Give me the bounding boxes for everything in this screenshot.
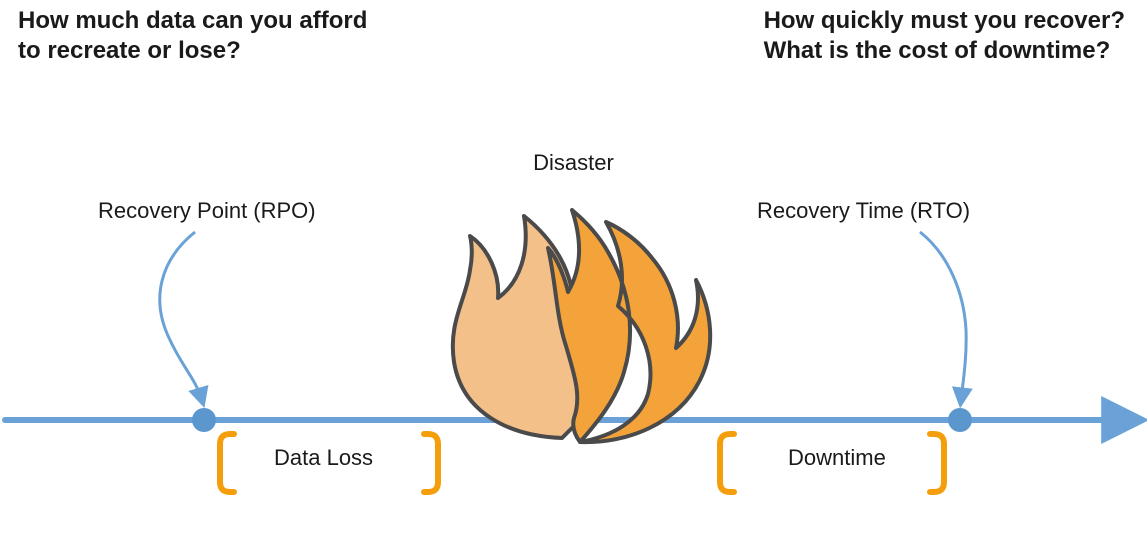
downtime-bracket-left <box>720 434 734 492</box>
question-right: How quickly must you recover? What is th… <box>764 6 1125 66</box>
question-right-line2: What is the cost of downtime? <box>764 37 1111 64</box>
data-loss-label: Data Loss <box>274 445 373 471</box>
question-left-line1: How much data can you afford <box>18 7 367 34</box>
rto-pointer-arrow <box>920 232 966 400</box>
question-right-line1: How quickly must you recover? <box>764 7 1125 34</box>
flame-front <box>548 210 710 442</box>
rpo-pointer-arrow <box>160 232 202 400</box>
flame-back <box>453 216 622 438</box>
rpo-point <box>192 408 216 432</box>
rto-point <box>948 408 972 432</box>
data-loss-bracket-right <box>424 434 438 492</box>
data-loss-bracket-left <box>220 434 234 492</box>
rpo-rto-diagram: How much data can you afford to recreate… <box>0 0 1147 553</box>
rpo-label: Recovery Point (RPO) <box>98 198 316 224</box>
question-left: How much data can you afford to recreate… <box>18 6 367 66</box>
question-left-line2: to recreate or lose? <box>18 37 241 64</box>
fire-icon <box>453 210 710 442</box>
rto-label: Recovery Time (RTO) <box>757 198 970 224</box>
diagram-svg <box>0 0 1147 553</box>
downtime-bracket-right <box>930 434 944 492</box>
downtime-label: Downtime <box>788 445 886 471</box>
disaster-label: Disaster <box>0 150 1147 176</box>
